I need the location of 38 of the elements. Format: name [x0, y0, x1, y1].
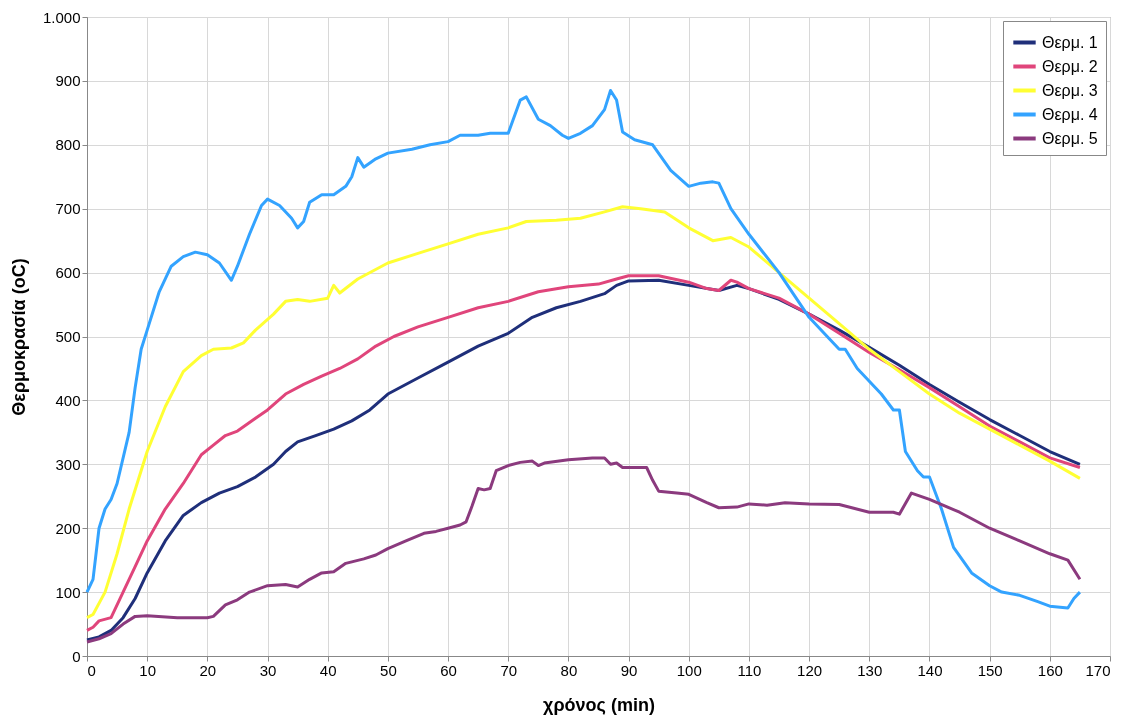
y-tick-label: 500	[55, 328, 81, 345]
x-tick-label: 70	[500, 661, 518, 679]
x-tick-label: 160	[1037, 661, 1063, 679]
y-tick-label: 300	[55, 455, 81, 473]
x-tick-label: 120	[797, 661, 823, 679]
y-tick-label: 0	[72, 647, 81, 665]
legend-label: Θερμ. 3	[1042, 81, 1098, 99]
x-axis-title: χρόνος (min)	[543, 694, 655, 715]
line-series	[85, 456, 1082, 644]
x-tick-label: 50	[380, 661, 397, 679]
y-tick-label: 200	[55, 519, 81, 537]
x-tick-label: 170	[1085, 661, 1111, 679]
x-tick-label: 0	[87, 661, 96, 679]
line-series	[85, 205, 1082, 620]
x-tick-label: 60	[440, 661, 457, 679]
x-tick-label: 30	[259, 661, 277, 679]
x-tick-label: 140	[917, 661, 943, 679]
y-tick-label: 700	[55, 200, 81, 218]
y-tick-label: 400	[55, 391, 81, 409]
x-tick-label: 20	[199, 661, 217, 679]
x-tick-label: 150	[977, 661, 1003, 679]
x-tick-label: 130	[857, 661, 883, 679]
y-axis-title: Θερμοκρασία (oC)	[8, 258, 29, 416]
x-tick-label: 100	[676, 661, 702, 679]
y-tick-label: 600	[55, 264, 81, 282]
legend-label: Θερμ. 2	[1042, 57, 1098, 75]
legend-label: Θερμ. 5	[1042, 129, 1098, 147]
x-tick-label: 40	[319, 661, 337, 679]
legend-label: Θερμ. 1	[1042, 33, 1098, 51]
x-tick-label: 110	[737, 661, 762, 679]
x-tick-label: 10	[139, 661, 157, 679]
y-tick-label: 100	[55, 583, 81, 601]
y-tick-label: 900	[55, 72, 81, 90]
y-tick-label: 800	[55, 136, 81, 154]
x-tick-label: 80	[560, 661, 578, 679]
legend-label: Θερμ. 4	[1042, 105, 1098, 123]
y-tick-label: 1.000	[42, 8, 81, 26]
x-tick-label: 90	[620, 661, 638, 679]
